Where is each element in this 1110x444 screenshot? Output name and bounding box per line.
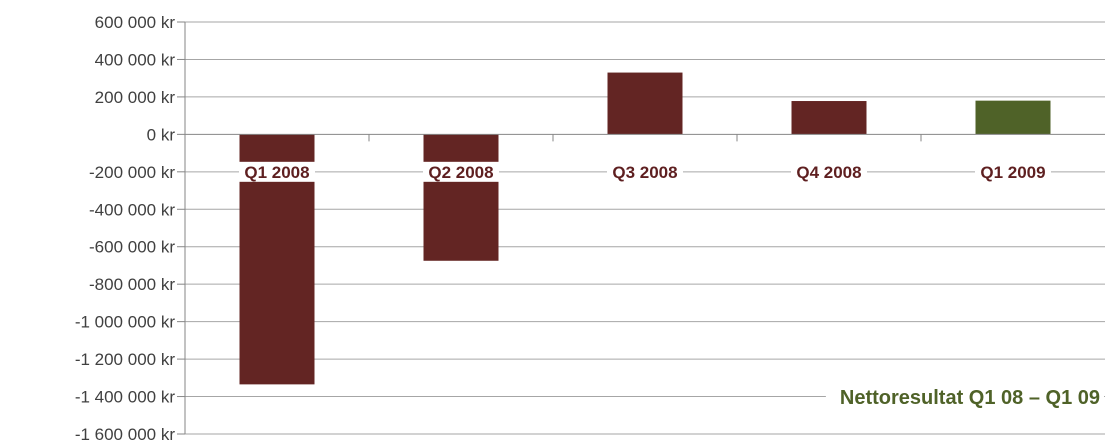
x-tick-label: Q1 2009	[980, 163, 1045, 182]
bars	[239, 72, 1051, 385]
y-tick-label: -1 600 000 kr	[75, 425, 176, 444]
y-tick-label: 0 kr	[147, 125, 176, 144]
y-tick-label: -400 000 kr	[89, 200, 175, 219]
y-tick-label: 600 000 kr	[95, 13, 176, 32]
x-tick-label: Q4 2008	[796, 163, 861, 182]
x-tick-label-background	[239, 161, 315, 182]
axes	[184, 22, 1105, 434]
x-tick-label: Q1 2008	[244, 163, 309, 182]
y-tick-label: -1 000 000 kr	[75, 313, 176, 332]
bar	[423, 134, 499, 261]
y-tick-label: -800 000 kr	[89, 275, 175, 294]
y-axis-tick-labels: 600 000 kr 400 000 kr 200 000 kr 0 kr -200 0…	[75, 13, 176, 444]
x-tick-label-background	[975, 161, 1051, 182]
x-axis-tick-labels: Q1 2008 Q2 2008 Q3 2008 Q4 2008 Q1 2009	[239, 161, 1051, 182]
y-tick-label: 200 000 kr	[95, 88, 176, 107]
y-tick-label: -200 000 kr	[89, 163, 175, 182]
y-tick-label: 400 000 kr	[95, 50, 176, 69]
bar	[607, 72, 683, 135]
bar	[791, 101, 867, 135]
y-tick-label: -1 200 000 kr	[75, 350, 176, 369]
chart-title: Nettoresultat Q1 08 – Q1 09	[840, 387, 1100, 409]
y-tick-label: -600 000 kr	[89, 238, 175, 257]
bar	[975, 100, 1051, 135]
x-tick-label-background	[423, 161, 499, 182]
x-tick-label-background	[607, 161, 683, 182]
y-tick-label: -1 400 000 kr	[75, 388, 176, 407]
x-tick-label-background	[791, 161, 867, 182]
x-tick-label: Q2 2008	[428, 163, 493, 182]
chart-title-background	[825, 383, 1104, 413]
x-tick-label: Q3 2008	[612, 163, 677, 182]
